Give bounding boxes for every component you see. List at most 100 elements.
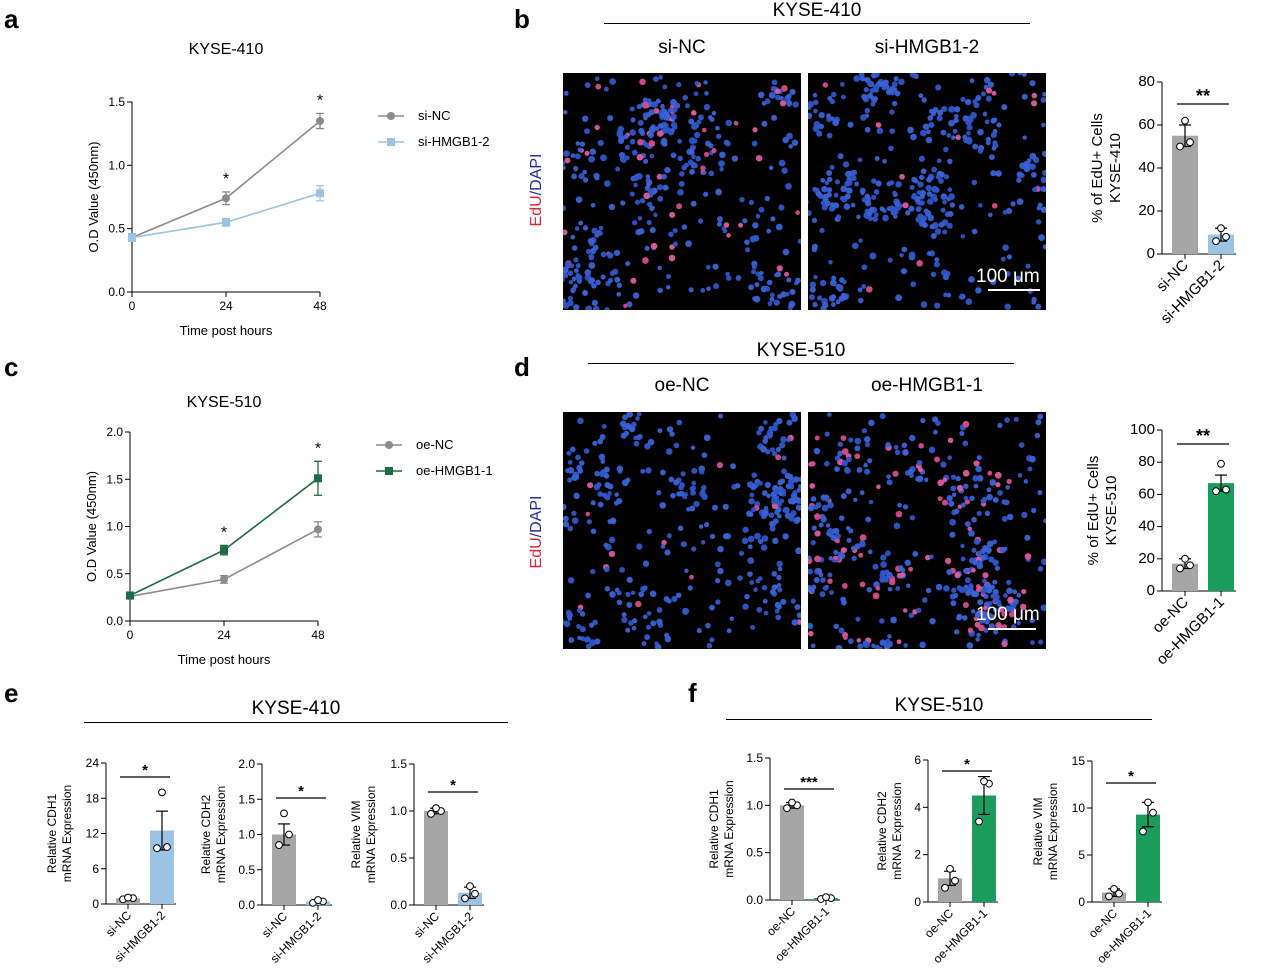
dapi-cell xyxy=(790,598,796,604)
dapi-cell xyxy=(650,620,657,627)
data-point xyxy=(1115,889,1123,898)
dapi-cell xyxy=(575,141,580,146)
dapi-cell xyxy=(943,292,948,298)
dapi-cell xyxy=(884,550,891,557)
dapi-cell xyxy=(923,208,929,214)
dapi-cell xyxy=(586,519,593,525)
dapi-cell xyxy=(826,176,833,183)
dapi-cell xyxy=(996,122,1002,128)
dapi-cell xyxy=(630,117,636,123)
y-tick-label: 18 xyxy=(86,791,100,805)
dapi-cell xyxy=(607,115,614,122)
dapi-cell xyxy=(829,164,835,170)
dapi-cell xyxy=(981,578,987,584)
data-point xyxy=(314,896,322,904)
dapi-cell xyxy=(595,279,601,286)
dapi-cell xyxy=(703,80,708,85)
b-header-line xyxy=(604,23,1030,24)
dapi-cell xyxy=(971,516,977,523)
dapi-cell xyxy=(946,222,953,229)
dapi-cell xyxy=(865,516,872,523)
dapi-cell xyxy=(757,91,765,99)
e-header-line xyxy=(84,722,508,723)
dapi-cell xyxy=(810,496,817,502)
dapi-cell xyxy=(688,118,695,125)
dapi-cell xyxy=(872,96,878,102)
dapi-cell xyxy=(878,646,883,649)
y-tick-label: 60 xyxy=(1138,116,1155,133)
panel-label-e: e xyxy=(4,678,19,708)
dapi-cell xyxy=(963,584,969,589)
dapi-cell xyxy=(942,199,947,205)
y-axis-label: mRNA Expression xyxy=(364,786,378,883)
dapi-cell xyxy=(576,624,582,630)
dapi-cell xyxy=(819,227,825,234)
dapi-cell xyxy=(946,133,952,138)
dapi-cell xyxy=(986,487,992,493)
dapi-cell xyxy=(791,415,798,423)
dapi-cell xyxy=(649,125,656,133)
dapi-cell xyxy=(989,154,995,160)
dapi-cell xyxy=(820,516,827,523)
dapi-cell xyxy=(621,616,628,624)
dapi-cell xyxy=(771,571,778,577)
edu-positive-cell xyxy=(774,88,781,94)
dapi-cell xyxy=(600,459,606,464)
b-scale-label: 100 μm xyxy=(976,266,1040,287)
dapi-cell xyxy=(616,282,623,289)
edu-positive-cell xyxy=(841,583,848,589)
dapi-cell xyxy=(1037,490,1043,496)
dapi-cell xyxy=(854,543,861,550)
dapi-cell xyxy=(912,550,919,557)
edu-positive-cell xyxy=(1021,588,1027,595)
dapi-cell xyxy=(813,99,819,105)
y-axis-label: Relative VIM xyxy=(1031,797,1045,865)
dapi-cell xyxy=(779,498,785,504)
dapi-cell xyxy=(838,295,845,302)
dapi-cell xyxy=(567,577,575,584)
dapi-cell xyxy=(796,612,801,619)
dapi-cell xyxy=(909,73,917,78)
dapi-cell xyxy=(816,130,823,137)
dapi-cell xyxy=(971,609,976,614)
dapi-cell xyxy=(857,297,864,304)
dapi-cell xyxy=(698,218,704,224)
dapi-cell xyxy=(706,286,711,292)
dapi-cell xyxy=(817,295,823,301)
significance-star: * xyxy=(1128,768,1134,785)
edu-positive-cell xyxy=(947,437,954,444)
dapi-cell xyxy=(864,436,871,443)
dapi-cell xyxy=(1029,617,1035,624)
dapi-cell xyxy=(629,138,636,145)
dapi-cell xyxy=(646,179,653,186)
dapi-cell xyxy=(601,424,607,429)
dapi-cell xyxy=(929,618,936,625)
dapi-cell xyxy=(840,81,845,87)
dapi-cell xyxy=(938,178,944,184)
dapi-cell xyxy=(919,641,926,649)
dapi-cell xyxy=(1012,589,1018,595)
dapi-cell xyxy=(986,540,994,548)
dapi-cell xyxy=(625,477,631,483)
data-point xyxy=(316,117,324,125)
b-scale-bar xyxy=(988,289,1040,291)
y-tick-label: 0.0 xyxy=(746,893,763,907)
dapi-cell xyxy=(947,495,953,501)
dapi-cell xyxy=(712,504,718,511)
dapi-cell xyxy=(851,555,857,562)
dapi-cell xyxy=(649,153,655,159)
edu-positive-cell xyxy=(733,120,739,126)
dapi-cell xyxy=(906,583,911,589)
dapi-cell xyxy=(697,114,704,121)
dapi-cell xyxy=(953,106,961,113)
dapi-cell xyxy=(1030,171,1037,178)
dapi-cell xyxy=(795,547,801,555)
y-tick-label: 1.5 xyxy=(106,472,123,486)
edu-positive-cell xyxy=(991,90,997,96)
dapi-cell xyxy=(688,137,696,144)
edu-positive-cell xyxy=(1001,610,1008,617)
edu-positive-cell xyxy=(827,578,833,584)
dapi-cell xyxy=(959,431,965,437)
edu-positive-cell xyxy=(711,148,717,154)
